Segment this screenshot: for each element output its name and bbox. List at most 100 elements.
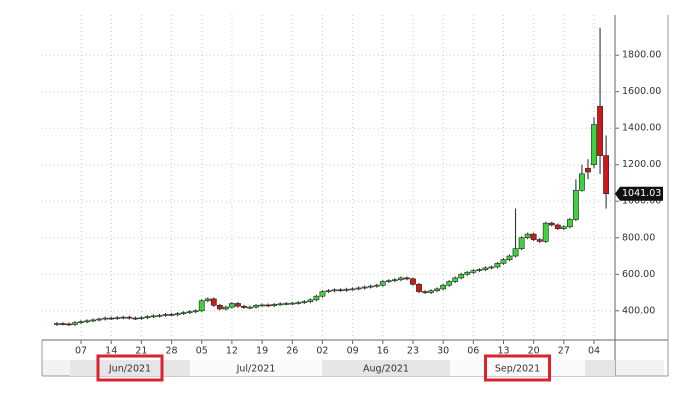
candle-body	[416, 284, 422, 292]
candle-body	[96, 318, 103, 321]
candle-body	[355, 287, 362, 290]
candle-body	[162, 314, 169, 316]
candle-body	[536, 239, 543, 242]
y-tick-label: 1200.00	[622, 159, 661, 170]
candle-body	[247, 306, 253, 309]
candle-body	[186, 311, 193, 313]
month-band	[70, 360, 190, 376]
y-tick-label: 1400.00	[622, 123, 661, 134]
candle-body	[241, 305, 247, 308]
candle-body	[108, 317, 115, 320]
last-price-pointer	[615, 186, 663, 201]
candle-body	[391, 279, 398, 282]
candle-body	[126, 316, 133, 319]
candle-body	[301, 301, 308, 303]
candle-body	[397, 277, 404, 281]
x-tick-label: 05	[196, 346, 208, 357]
candle-body	[500, 259, 507, 264]
candle-body	[84, 320, 90, 323]
candle-body	[60, 323, 66, 325]
x-tick-label: 26	[286, 346, 298, 357]
candle-body	[259, 304, 265, 307]
candle-body	[482, 267, 489, 271]
candle-body	[385, 280, 392, 282]
candle-body	[198, 300, 205, 312]
candle-body	[573, 189, 579, 220]
x-tick-label: 04	[588, 346, 600, 357]
x-tick-label: 14	[105, 346, 117, 357]
candle-body	[168, 314, 175, 316]
x-tick-label: 28	[166, 346, 178, 357]
y-tick-label: 800.00	[622, 232, 655, 243]
candle-body	[222, 306, 229, 310]
candle-body	[337, 289, 344, 292]
candle-body	[422, 291, 428, 293]
candle-body	[591, 124, 597, 166]
candle-body	[343, 288, 350, 291]
candle-body	[180, 312, 187, 314]
month-label: Aug/2021	[363, 364, 409, 375]
y-tick-label: 600.00	[622, 269, 655, 280]
candle-body	[428, 290, 434, 293]
x-tick-label: 27	[558, 346, 570, 357]
candle-body	[319, 291, 326, 297]
candle-body	[524, 233, 531, 239]
x-tick-label: 02	[316, 346, 328, 357]
month-band	[450, 360, 585, 376]
candle-body	[174, 313, 181, 316]
candle-body	[476, 269, 483, 272]
candle-body	[204, 298, 211, 302]
candle-body	[452, 277, 459, 282]
month-label: Jul/2021	[236, 364, 276, 375]
y-tick-label: 400.00	[622, 305, 655, 316]
x-tick-label: 07	[75, 346, 87, 357]
month-label: Sep/2021	[495, 364, 540, 375]
x-tick-label: 09	[347, 346, 359, 357]
candle-body	[585, 168, 591, 173]
candle-body	[331, 289, 338, 292]
candle-body	[367, 285, 374, 288]
candle-body	[579, 173, 585, 191]
x-tick-label: 13	[497, 346, 509, 357]
candle-body	[271, 304, 278, 306]
candle-body	[410, 278, 416, 285]
candle-body	[313, 295, 320, 301]
last-price-label: 1041.03	[622, 188, 661, 199]
candle-body	[379, 281, 386, 286]
candle-body	[373, 284, 380, 287]
x-tick-label: 23	[407, 346, 419, 357]
candle-body	[349, 288, 356, 291]
candle-body	[72, 322, 78, 325]
candle-body	[548, 222, 555, 226]
candle-body	[210, 298, 217, 306]
highlight-box	[484, 354, 551, 382]
x-tick-label: 20	[528, 346, 540, 357]
x-tick-label: 21	[135, 346, 147, 357]
x-tick-label: 19	[256, 346, 268, 357]
candle-body	[138, 317, 145, 320]
candle-body	[132, 317, 139, 320]
month-band	[322, 360, 450, 376]
y-tick-label: 1600.00	[622, 86, 661, 97]
candle-body	[114, 317, 121, 320]
x-tick-label: 12	[226, 346, 238, 357]
candle-body	[295, 302, 302, 304]
candle-body	[404, 277, 410, 280]
candle-body	[253, 305, 259, 308]
candle-body	[277, 303, 284, 306]
candle-body	[560, 226, 567, 229]
candle-body	[90, 319, 97, 322]
candle-body	[325, 290, 332, 293]
candle-body	[156, 315, 163, 317]
month-band	[585, 360, 615, 376]
candle-body	[440, 284, 447, 290]
candle-body	[506, 255, 513, 260]
y-tick-label: 1800.00	[622, 50, 661, 61]
candle-body	[78, 321, 84, 324]
candle-body	[66, 323, 72, 326]
candle-body	[458, 273, 465, 279]
y-tick-label: 1000.00	[622, 196, 661, 207]
candle-body	[530, 233, 537, 240]
candle-body	[434, 288, 441, 292]
